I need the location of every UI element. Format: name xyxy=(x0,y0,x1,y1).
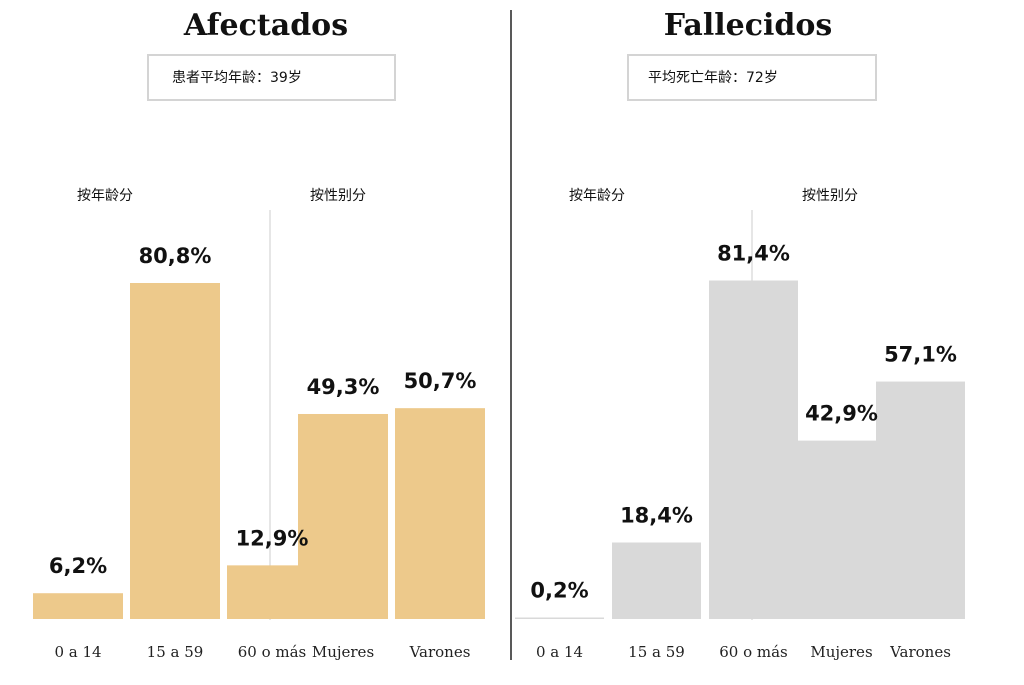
bar-afectados-g0-1 xyxy=(130,283,220,619)
group-label-sex-afectados: 按性别分 xyxy=(310,188,366,204)
panel-title-afectados: Afectados xyxy=(183,8,348,43)
bars-layer xyxy=(33,280,965,619)
info-text-afectados: 患者平均年龄：39岁 xyxy=(172,70,302,86)
tick-label-fallecidos-g1-0: Mujeres xyxy=(810,643,872,661)
value-label-fallecidos-g0-2: 81,4% xyxy=(717,242,790,266)
value-label-fallecidos-g1-0: 42,9% xyxy=(805,402,878,426)
panel-title-fallecidos: Fallecidos xyxy=(664,8,833,43)
value-label-fallecidos-g0-0: 0,2% xyxy=(530,579,588,603)
tick-label-afectados-g1-0: Mujeres xyxy=(312,643,374,661)
tick-label-fallecidos-g0-1: 15 a 59 xyxy=(628,643,685,661)
bar-fallecidos-g0-1 xyxy=(612,542,701,619)
bar-afectados-g1-1 xyxy=(395,408,485,619)
info-box-afectados xyxy=(147,54,396,101)
tick-label-afectados-g0-1: 15 a 59 xyxy=(147,643,204,661)
tick-label-afectados-g1-1: Varones xyxy=(409,643,471,661)
bar-fallecidos-g1-0 xyxy=(797,440,886,619)
tick-label-fallecidos-g0-0: 0 a 14 xyxy=(536,643,583,661)
bar-fallecidos-g0-0 xyxy=(515,617,604,619)
group-label-sex-fallecidos: 按性别分 xyxy=(802,188,858,204)
value-label-afectados-g1-0: 49,3% xyxy=(307,375,380,399)
value-label-afectados-g1-1: 50,7% xyxy=(404,369,477,393)
info-text-fallecidos: 平均死亡年龄：72岁 xyxy=(648,70,778,86)
bar-fallecidos-g1-1 xyxy=(876,381,965,619)
value-label-fallecidos-g0-1: 18,4% xyxy=(620,503,693,527)
tick-label-fallecidos-g0-2: 60 o más xyxy=(719,643,788,661)
tick-label-fallecidos-g1-1: Varones xyxy=(889,643,951,661)
bar-afectados-g0-0 xyxy=(33,593,123,619)
labels-layer: 6,2% 0 a 14 80,8% 15 a 59 12,9% 60 o más 49,3%… xyxy=(49,242,957,661)
group-label-age-fallecidos: 按年龄分 xyxy=(569,188,625,204)
info-box-fallecidos xyxy=(627,54,877,101)
value-label-afectados-g0-1: 80,8% xyxy=(139,244,212,268)
tick-label-afectados-g0-0: 0 a 14 xyxy=(54,643,101,661)
group-label-age-afectados: 按年龄分 xyxy=(77,188,133,204)
bar-fallecidos-g0-2 xyxy=(709,280,798,619)
value-label-afectados-g0-2: 12,9% xyxy=(236,526,309,550)
tick-label-afectados-g0-2: 60 o más xyxy=(238,643,307,661)
value-label-afectados-g0-0: 6,2% xyxy=(49,554,107,578)
value-label-fallecidos-g1-1: 57,1% xyxy=(884,343,957,367)
bar-afectados-g1-0 xyxy=(298,413,388,619)
